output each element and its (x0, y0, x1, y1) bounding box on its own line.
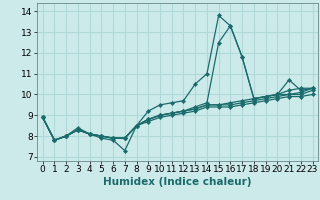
X-axis label: Humidex (Indice chaleur): Humidex (Indice chaleur) (103, 177, 252, 187)
